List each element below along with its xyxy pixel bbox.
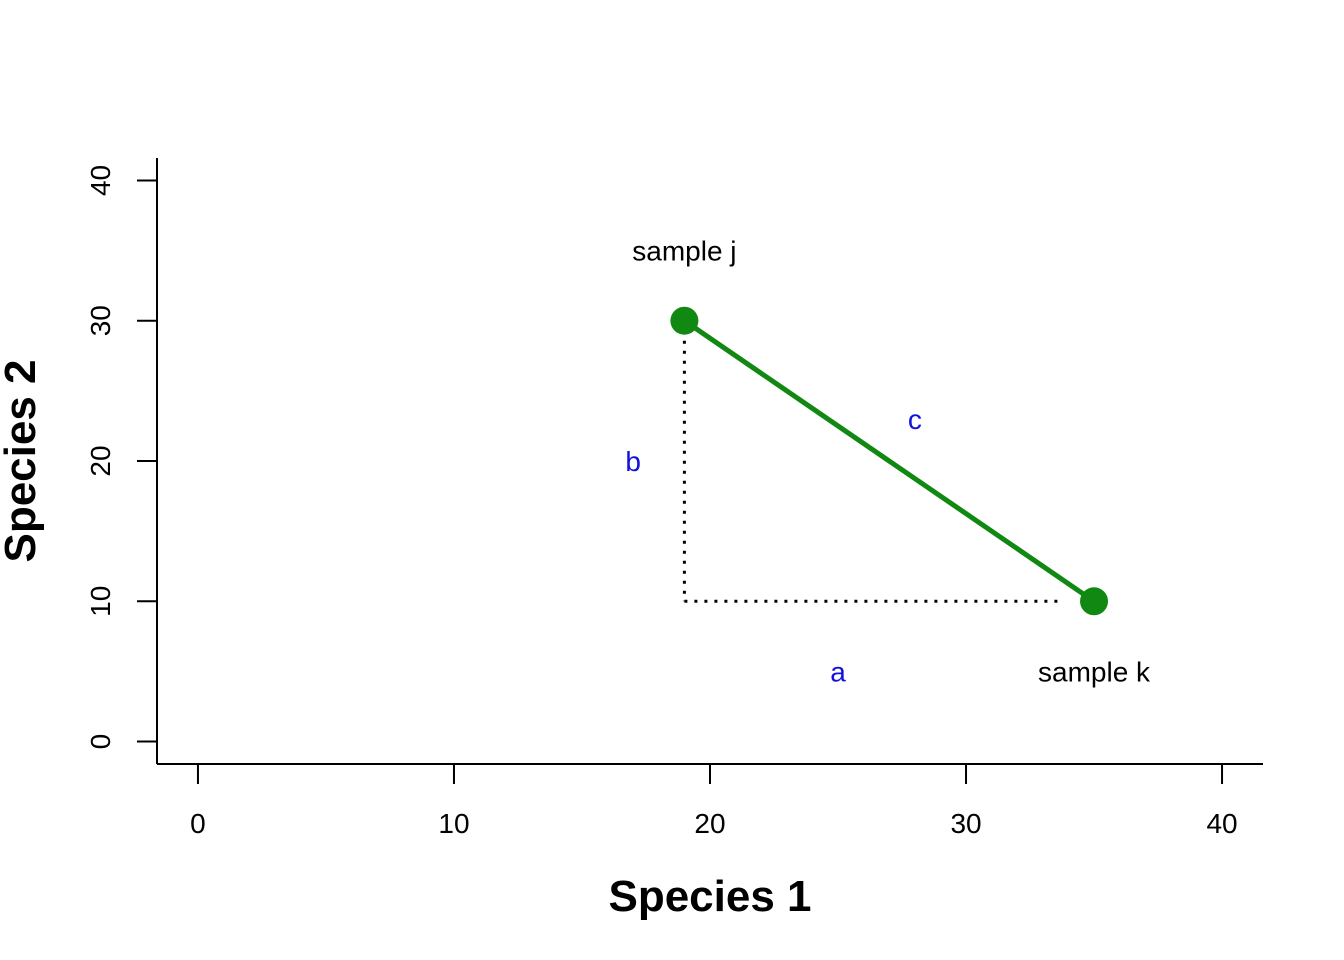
connecting-line-c xyxy=(682,318,1096,604)
y-tick-label: 0 xyxy=(85,734,116,750)
y-tick-label: 30 xyxy=(85,305,116,336)
x-tick-label: 30 xyxy=(950,808,981,839)
x-tick-label: 40 xyxy=(1206,808,1237,839)
point-label: sample k xyxy=(1038,656,1151,687)
segment-label-c: c xyxy=(908,404,922,435)
segment-labels: a b c xyxy=(625,404,921,688)
y-tick-label: 10 xyxy=(85,586,116,617)
sample-points: sample j sample k xyxy=(632,236,1151,688)
y-tick-label: 20 xyxy=(85,445,116,476)
x-tick-label: 0 xyxy=(190,808,206,839)
point-sample-j xyxy=(670,306,699,335)
point-sample-k xyxy=(1080,587,1109,616)
x-tick-label: 20 xyxy=(694,808,725,839)
y-axis-ticks: 0 10 20 30 40 xyxy=(85,165,157,749)
y-axis-title: Species 2 xyxy=(0,359,45,562)
x-tick-label: 10 xyxy=(438,808,469,839)
point-label: sample j xyxy=(632,236,736,267)
segment-label-b: b xyxy=(625,446,641,477)
y-tick-label: 40 xyxy=(85,165,116,196)
segment-label-a: a xyxy=(830,656,846,687)
x-axis-ticks: 0 10 20 30 40 xyxy=(190,764,1238,839)
x-axis-title: Species 1 xyxy=(608,872,811,921)
